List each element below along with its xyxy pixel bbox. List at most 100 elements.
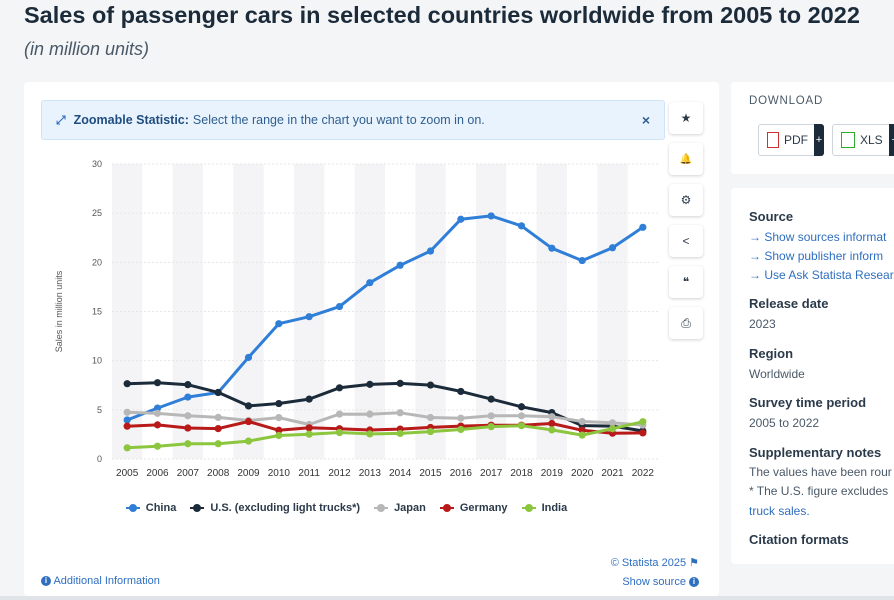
data-point	[214, 440, 222, 448]
info-icon: i	[41, 576, 51, 587]
data-point	[184, 381, 192, 389]
y-tick-label: 5	[97, 405, 102, 415]
chart-card: ⤢ Zoomable Statistic: Select the range i…	[24, 82, 719, 596]
series-line	[127, 381, 644, 433]
data-point	[457, 425, 465, 434]
legend-swatch	[521, 504, 536, 512]
line-chart[interactable]: 0 5 10 15 20 25 30 2005 2006 2007 2008 2009 2010 2011…	[24, 152, 669, 497]
data-point	[214, 413, 222, 422]
data-point	[184, 440, 192, 448]
data-point	[335, 410, 344, 418]
data-point	[335, 428, 344, 437]
survey-period-value: 2005 to 2022	[749, 416, 820, 430]
data-point	[153, 409, 162, 417]
data-point	[153, 442, 162, 450]
legend-swatch	[125, 504, 140, 512]
share-button[interactable]: <	[669, 225, 703, 257]
notify-button[interactable]: 🔔	[669, 143, 703, 175]
legend-swatch	[439, 504, 454, 512]
legend-item[interactable]: China	[125, 502, 177, 514]
data-point	[487, 412, 495, 420]
download-pdf-button[interactable]: PDF +	[758, 124, 824, 156]
truck-sales-link[interactable]: truck sales.	[749, 504, 810, 518]
star-icon: ★	[680, 111, 692, 125]
zoom-banner-text: Select the range in the chart you want t…	[192, 113, 485, 127]
download-xls-button[interactable]: XLS +	[832, 124, 894, 156]
data-point	[457, 414, 465, 422]
region-heading: Region	[749, 346, 794, 361]
data-point	[639, 418, 647, 426]
data-point	[214, 425, 222, 433]
legend-item[interactable]: Germany	[439, 502, 508, 514]
legend-item[interactable]: U.S. (excluding light trucks*)	[190, 502, 360, 514]
data-point	[184, 393, 192, 401]
data-point	[123, 416, 131, 424]
data-point	[335, 302, 344, 311]
data-point	[153, 379, 162, 387]
y-axis-label: Sales in million units	[54, 270, 64, 352]
settings-button[interactable]: ⚙	[669, 184, 703, 216]
data-point	[578, 256, 586, 265]
data-point	[366, 430, 374, 438]
data-point	[578, 417, 586, 426]
legend-label: India	[541, 502, 568, 514]
series-line	[126, 214, 644, 422]
legend-label: Japan	[394, 502, 426, 514]
favorite-button[interactable]: ★	[669, 102, 703, 134]
data-point	[396, 409, 404, 417]
ask-statista-link[interactable]: → Use Ask Statista Resear	[749, 268, 894, 282]
quote-icon: ❝	[682, 275, 690, 289]
cite-button[interactable]: ❝	[669, 266, 703, 298]
citation-formats-heading[interactable]: Citation formats	[749, 532, 849, 547]
supplementary-note-line: The values have been rour	[749, 465, 892, 479]
show-sources-link[interactable]: → Show sources informat	[749, 230, 887, 244]
data-point	[457, 387, 465, 396]
close-icon[interactable]: ×	[641, 112, 650, 128]
data-point	[244, 402, 253, 410]
data-point	[426, 427, 435, 436]
show-source-link[interactable]: Show source i	[622, 576, 699, 588]
print-button[interactable]: ⎙	[669, 307, 703, 339]
legend-item[interactable]: Japan	[374, 502, 426, 514]
data-point	[517, 422, 526, 430]
data-point	[305, 395, 313, 403]
x-tick-label: 2021	[601, 468, 624, 479]
data-point	[517, 403, 526, 411]
data-point	[244, 437, 253, 445]
data-point	[184, 412, 192, 420]
legend-label: China	[145, 502, 177, 514]
release-date-value: 2023	[749, 317, 776, 331]
statista-credit[interactable]: © Statista 2025 ⚑	[610, 557, 699, 569]
region-value: Worldwide	[749, 367, 805, 381]
data-point	[578, 431, 586, 439]
data-point	[153, 421, 162, 429]
show-publisher-link[interactable]: → Show publisher inform	[749, 249, 884, 263]
chart-legend: China U.S. (excluding light trucks*) Japan…	[24, 502, 669, 514]
y-tick-label: 15	[92, 307, 102, 317]
legend-label: U.S. (excluding light trucks*)	[210, 502, 361, 514]
zoom-icon: ⤢	[56, 112, 66, 127]
print-icon: ⎙	[681, 315, 691, 330]
data-point	[608, 419, 617, 427]
x-tick-label: 2009	[237, 468, 260, 479]
additional-information-link[interactable]: i Additional Information	[41, 575, 160, 587]
source-heading: Source	[749, 209, 794, 224]
data-point	[639, 223, 647, 231]
data-point	[275, 320, 283, 328]
data-point	[305, 313, 313, 321]
zoom-banner: ⤢ Zoomable Statistic: Select the range i…	[41, 100, 665, 140]
data-point	[244, 417, 253, 426]
data-point	[123, 380, 131, 388]
data-point	[457, 215, 465, 223]
x-tick-label: 2011	[298, 468, 320, 479]
horizontal-scrollbar[interactable]	[0, 596, 894, 600]
zoom-banner-label: Zoomable Statistic:	[73, 113, 189, 127]
legend-item[interactable]: India	[521, 502, 568, 514]
data-point	[305, 424, 313, 432]
data-point	[426, 247, 435, 255]
supplementary-notes-heading: Supplementary notes	[749, 445, 882, 460]
data-point	[396, 379, 404, 387]
data-point	[548, 244, 556, 252]
data-point	[153, 404, 162, 412]
data-point	[123, 444, 131, 452]
